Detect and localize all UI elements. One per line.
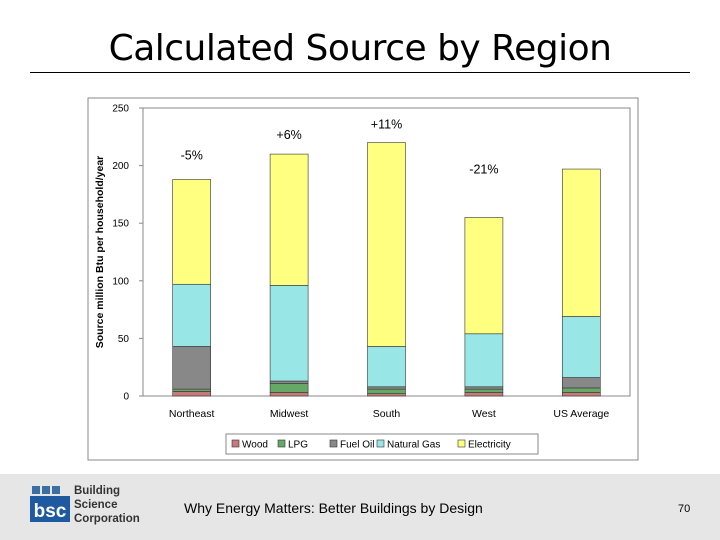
slide-title: Calculated Source by Region — [108, 28, 612, 69]
annotations: -5% +6% +11% -21% — [181, 118, 499, 177]
legend: Wood LPG Fuel Oil Natural Gas Electricity — [231, 439, 511, 451]
bar-segment-electricity — [269, 153, 309, 286]
legend-swatch — [277, 439, 286, 448]
bar-segment-fuel-oil — [172, 346, 211, 390]
percent-change-label: +6% — [276, 128, 301, 142]
bar-segment-fuel-oil — [561, 377, 601, 389]
y-tick-label: 200 — [112, 161, 129, 172]
bar-segment-natural-gas — [367, 346, 406, 388]
percent-change-label: -21% — [469, 162, 498, 176]
x-tick-label: West — [472, 408, 496, 420]
stacked-bar-chart: Source million Btu per household/year 0 5… — [87, 97, 639, 461]
y-tick-label: 100 — [112, 276, 129, 287]
bar-segment-natural-gas — [561, 316, 601, 378]
legend-swatch — [231, 439, 240, 448]
legend-label: LPG — [288, 440, 308, 451]
y-tick-label: 0 — [123, 392, 129, 403]
bar-segment-natural-gas — [464, 333, 504, 388]
bar-segment-electricity — [172, 179, 211, 285]
bar-segment-fuel-oil — [367, 386, 406, 390]
bar-segment-lpg — [561, 387, 601, 393]
bar-segment-electricity — [561, 168, 601, 317]
legend-swatch — [457, 439, 466, 448]
bar-segment-wood — [464, 392, 504, 397]
footer-bar — [0, 474, 720, 540]
bar-segment-fuel-oil — [269, 380, 309, 384]
legend-swatch — [329, 439, 338, 448]
bar-segment-lpg — [367, 388, 406, 394]
bar-segment-lpg — [464, 388, 504, 393]
bar-segment-lpg — [172, 388, 211, 392]
bar-segment-fuel-oil — [464, 386, 504, 390]
legend-label: Electricity — [468, 440, 511, 451]
y-tick-label: 250 — [112, 104, 129, 115]
bar-segment-lpg — [269, 383, 309, 393]
bsc-logo-icon: bsc — [30, 486, 70, 522]
company-logo: bsc Building Science Corporation — [30, 484, 150, 530]
x-tick-label: Midwest — [270, 408, 309, 420]
title-divider — [30, 72, 690, 73]
x-tick-label: Northeast — [169, 408, 215, 420]
logo-wordmark: Building Science Corporation — [74, 484, 140, 526]
y-tick-label: 150 — [112, 219, 129, 230]
logo-line-1: Building — [74, 485, 120, 497]
footer-text: Why Energy Matters: Better Buildings by … — [184, 500, 483, 516]
percent-change-label: +11% — [371, 118, 402, 132]
legend-swatch — [376, 439, 385, 448]
x-tick-label: South — [373, 408, 401, 420]
percent-change-label: -5% — [181, 148, 203, 162]
legend-label: Wood — [242, 440, 268, 451]
y-axis: 0 50 100 150 200 250 — [112, 104, 143, 403]
page-number: 70 — [678, 503, 691, 515]
legend-label: Natural Gas — [387, 440, 440, 451]
logo-line-2: Science — [74, 499, 118, 511]
bar-segment-wood — [172, 391, 211, 397]
bar-segment-wood — [269, 392, 309, 397]
y-tick-label: 50 — [118, 334, 130, 345]
bar-segment-electricity — [367, 142, 406, 347]
bar-segment-electricity — [464, 217, 504, 335]
legend-label: Fuel Oil — [340, 440, 374, 451]
logo-mark: bsc — [34, 501, 67, 522]
y-axis-title: Source million Btu per household/year — [94, 156, 106, 349]
bars — [172, 142, 601, 397]
x-tick-label: US Average — [553, 408, 609, 420]
bar-segment-wood — [367, 393, 406, 397]
logo-line-3: Corporation — [74, 513, 140, 525]
bar-segment-natural-gas — [172, 283, 211, 347]
bar-segment-wood — [561, 392, 601, 397]
bar-segment-natural-gas — [269, 285, 309, 382]
x-axis-labels: Northeast Midwest South West US Average — [169, 408, 609, 420]
